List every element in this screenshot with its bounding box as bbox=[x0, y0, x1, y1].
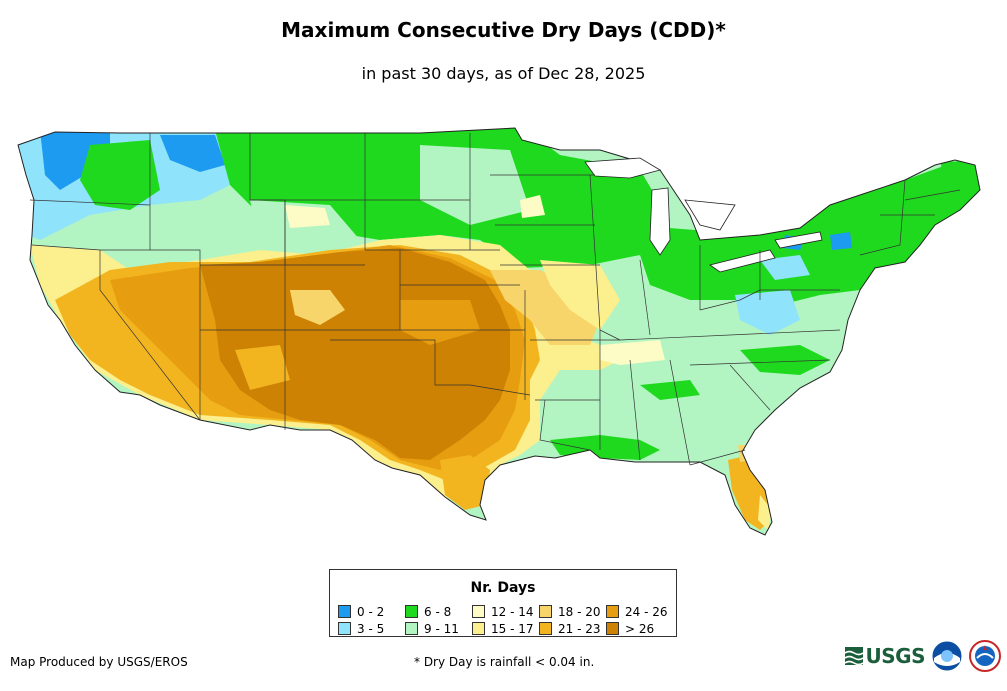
legend: Nr. Days 0 - 2 6 - 8 12 - 14 18 - 20 24 - 26… bbox=[329, 569, 677, 637]
legend-label: 18 - 20 bbox=[558, 604, 601, 619]
legend-item: 12 - 14 bbox=[472, 603, 539, 620]
legend-label: 9 - 11 bbox=[424, 621, 459, 636]
map-title: Maximum Consecutive Dry Days (CDD)* bbox=[281, 18, 726, 42]
noaa-logo-icon bbox=[931, 640, 963, 672]
precip-raster bbox=[18, 128, 980, 535]
legend-item: 18 - 20 bbox=[539, 603, 606, 620]
legend-item: 15 - 17 bbox=[472, 620, 539, 637]
legend-swatch bbox=[606, 622, 619, 635]
usgs-wave-icon bbox=[844, 647, 863, 665]
legend-label: 15 - 17 bbox=[491, 621, 534, 636]
legend-item: > 26 bbox=[606, 620, 673, 637]
legend-swatch bbox=[338, 605, 351, 618]
legend-item: 6 - 8 bbox=[405, 603, 472, 620]
legend-label: 3 - 5 bbox=[357, 621, 385, 636]
usgs-logo-text: USGS bbox=[865, 644, 926, 668]
usgs-logo: USGS bbox=[844, 644, 926, 668]
legend-grid: 0 - 2 6 - 8 12 - 14 18 - 20 24 - 26 3 - 5 9 - … bbox=[338, 603, 674, 637]
footnote-text: * Dry Day is rainfall < 0.04 in. bbox=[414, 655, 595, 669]
legend-item: 21 - 23 bbox=[539, 620, 606, 637]
legend-item: 0 - 2 bbox=[338, 603, 405, 620]
legend-swatch bbox=[405, 622, 418, 635]
legend-item: 3 - 5 bbox=[338, 620, 405, 637]
great-lakes bbox=[584, 157, 823, 273]
legend-label: 6 - 8 bbox=[424, 604, 452, 619]
legend-label: 0 - 2 bbox=[357, 604, 385, 619]
legend-item: 9 - 11 bbox=[405, 620, 472, 637]
legend-swatch bbox=[472, 605, 485, 618]
nws-logo-icon bbox=[969, 640, 1001, 672]
credit-text: Map Produced by USGS/EROS bbox=[10, 655, 188, 669]
legend-title: Nr. Days bbox=[470, 580, 536, 596]
legend-item: 24 - 26 bbox=[606, 603, 673, 620]
legend-swatch bbox=[338, 622, 351, 635]
legend-label: 21 - 23 bbox=[558, 621, 601, 636]
map-subtitle: in past 30 days, as of Dec 28, 2025 bbox=[361, 64, 646, 83]
legend-swatch bbox=[472, 622, 485, 635]
legend-label: 12 - 14 bbox=[491, 604, 534, 619]
legend-swatch bbox=[606, 605, 619, 618]
legend-swatch bbox=[539, 605, 552, 618]
legend-swatch bbox=[539, 622, 552, 635]
legend-label: 24 - 26 bbox=[625, 604, 668, 619]
state-boundaries bbox=[29, 133, 961, 466]
legend-label: > 26 bbox=[625, 621, 655, 636]
logos: USGS bbox=[844, 640, 1001, 672]
legend-swatch bbox=[405, 605, 418, 618]
